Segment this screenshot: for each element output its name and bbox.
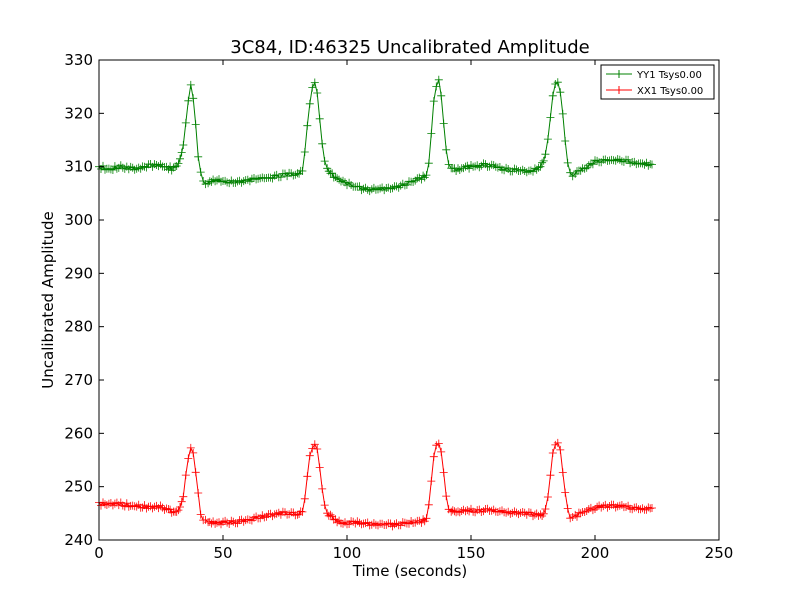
- y-tick-label: 320: [64, 104, 93, 122]
- y-tick-label: 250: [64, 478, 93, 496]
- y-tick-label: 240: [64, 531, 93, 549]
- y-tick-label: 270: [64, 371, 93, 389]
- series-1: [95, 438, 656, 531]
- legend: YY1 Tsys0.00 XX1 Tsys0.00: [600, 64, 715, 100]
- x-axis-title: Time (seconds): [352, 562, 468, 580]
- y-axis-title: Uncalibrated Amplitude: [39, 211, 57, 388]
- y-tick-label: 260: [64, 424, 93, 442]
- y-tick-label: 300: [64, 211, 93, 229]
- series-line: [98, 442, 653, 528]
- y-tick-label: 280: [64, 318, 93, 336]
- axes-frame: [98, 59, 720, 541]
- x-tick-label: 150: [457, 544, 486, 562]
- axis-ticks: 0 50 100 150 200 250 240 250 260 270 280 290 300 310 3…: [64, 51, 733, 562]
- chart-title: 3C84, ID:46325 Uncalibrated Amplitude: [230, 37, 589, 58]
- y-tick-label: 310: [64, 158, 93, 176]
- x-tick-label: 0: [94, 544, 104, 562]
- legend-label-xx1: XX1 Tsys0.00: [637, 86, 703, 97]
- legend-marker-yy1: [615, 70, 623, 78]
- x-tick-label: 250: [705, 544, 734, 562]
- plot-area: [95, 75, 656, 531]
- legend-label-yy1: YY1 Tsys0.00: [636, 70, 702, 81]
- legend-box: [600, 64, 715, 100]
- x-tick-label: 200: [581, 544, 610, 562]
- y-tick-label: 290: [64, 264, 93, 282]
- legend-marker-xx1: [615, 86, 623, 94]
- x-tick-label: 50: [213, 544, 232, 562]
- x-tick-label: 100: [333, 544, 362, 562]
- y-tick-label: 330: [64, 51, 93, 69]
